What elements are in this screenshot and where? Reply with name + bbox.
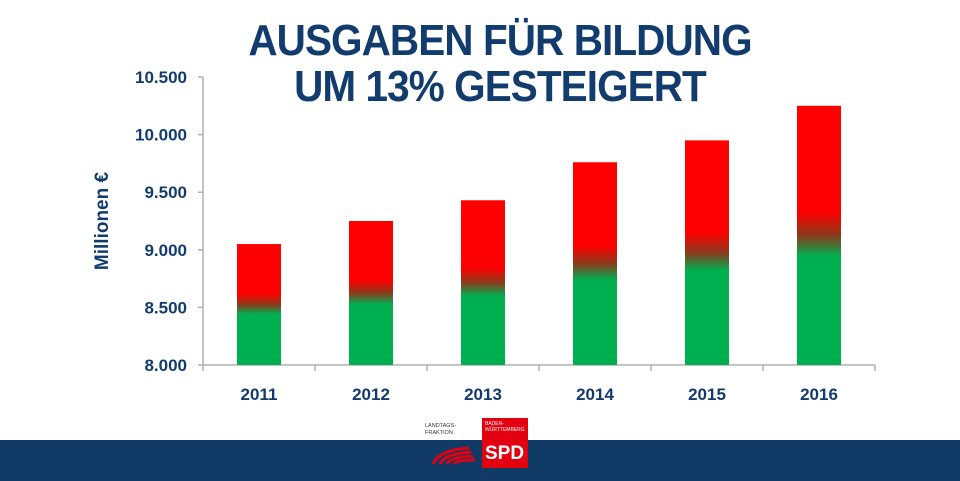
y-tick-label: 8.500 — [144, 298, 187, 317]
x-tick-label: 2016 — [800, 385, 838, 404]
bar-2013 — [461, 200, 505, 365]
y-tick-label: 10.500 — [135, 68, 187, 87]
bar-2015 — [685, 140, 729, 365]
bar-chart: 8.000 8.500 9.000 9.500 10.000 10.500 2011 2012… — [92, 68, 876, 404]
logo-spd-box: BADEN-WÜRTTEMBERG SPD — [482, 418, 528, 468]
y-tick-label: 9.000 — [144, 241, 187, 260]
title-line-1: AUSGABEN FÜR BILDUNG — [248, 16, 752, 65]
spd-logo: LANDTAGS-FRAKTION BADEN-WÜRTTEMBERG SPD — [425, 418, 531, 470]
logo-fraktion-text: LANDTAGS-FRAKTION — [425, 423, 457, 436]
footer-band — [0, 440, 960, 481]
x-tick-label: 2012 — [352, 385, 390, 404]
bar-2014 — [573, 162, 617, 365]
bar-2012 — [349, 221, 393, 365]
y-tick-label: 10.000 — [135, 126, 187, 145]
x-tick-label: 2014 — [576, 385, 614, 404]
title-line-2: UM 13% GESTEIGERT — [294, 62, 707, 111]
bar-2011 — [237, 244, 281, 365]
x-tick-label: 2011 — [241, 385, 278, 404]
logo-party-text: SPD — [485, 443, 525, 464]
x-tick-label: 2015 — [688, 385, 726, 404]
bar-2016 — [797, 105, 841, 366]
parliament-arcs-icon — [431, 446, 476, 465]
y-tick-label: 9.500 — [144, 183, 187, 202]
y-axis-label: Millionen € — [92, 171, 113, 270]
logo-region-text: BADEN-WÜRTTEMBERG — [485, 421, 525, 433]
chart-title: AUSGABEN FÜR BILDUNG UM 13% GESTEIGERT — [40, 18, 960, 110]
y-tick-label: 8.000 — [144, 356, 187, 375]
x-tick-label: 2013 — [464, 385, 502, 404]
